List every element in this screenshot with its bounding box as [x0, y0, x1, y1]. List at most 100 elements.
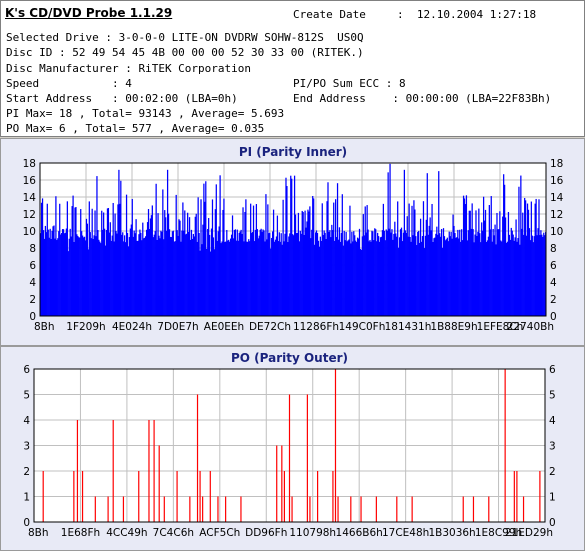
x-tick-label: 8Bh [28, 527, 49, 539]
pi-bar [525, 235, 528, 316]
pi-bar [497, 229, 499, 316]
pi-bar [242, 207, 244, 316]
pi-bar [173, 241, 175, 316]
pi-bar [239, 231, 241, 316]
po-stats: PO Max= 6 , Total= 577 , Average= 0.035 [6, 122, 265, 135]
pi-bar [319, 236, 321, 316]
pi-bar [369, 239, 371, 316]
pi-bar [191, 238, 194, 316]
pi-bar [381, 230, 384, 316]
pi-bar [477, 231, 479, 316]
pi-bar [539, 235, 541, 316]
pi-bar [58, 231, 60, 316]
pi-bar [42, 230, 45, 316]
pi-bar [225, 241, 227, 316]
pi-bar [484, 209, 487, 316]
pi-bar [192, 233, 195, 316]
pi-bar [166, 169, 169, 316]
x-tick-label: DD96Fh [245, 527, 287, 539]
pi-bar [266, 239, 268, 316]
y-tick-label-left: 3 [23, 441, 30, 453]
pi-bar [169, 236, 172, 316]
pi-bar [486, 240, 489, 316]
pi-bar [288, 236, 290, 316]
pi-bar [481, 222, 483, 316]
pi-bar [120, 180, 122, 316]
pi-bar [208, 218, 210, 316]
pi-bar [189, 239, 192, 316]
pi-bar [354, 235, 356, 316]
pi-bar [291, 178, 293, 316]
pi-bar [224, 242, 226, 316]
pi-bar [365, 232, 367, 316]
pi-bar [409, 236, 411, 316]
pi-bar [352, 241, 354, 316]
pi-bar [523, 234, 525, 316]
pi-bar [361, 236, 363, 316]
pi-bar [419, 218, 422, 316]
end-address: End Address : 00:00:00 (LBA=22F83Bh) [293, 92, 552, 105]
pi-bar [531, 235, 533, 316]
pi-bar [467, 230, 469, 316]
pi-bar [468, 210, 470, 316]
pi-bar [415, 236, 417, 316]
pi-bar [128, 237, 131, 316]
pi-bar [255, 204, 258, 316]
pi-bar [332, 230, 334, 316]
pi-bar [116, 233, 118, 316]
pi-bar [350, 243, 352, 316]
pi-bar [139, 229, 141, 316]
pi-bar [276, 215, 279, 316]
pi-bar [219, 175, 221, 316]
pi-bar [412, 235, 414, 316]
pi-bar [540, 230, 542, 316]
pi-bar [405, 232, 407, 316]
pi-bar [82, 235, 84, 316]
pi-bar [462, 195, 465, 316]
y-tick-label-left: 10 [23, 226, 36, 238]
pi-bar [315, 230, 318, 316]
pi-bar [183, 230, 185, 316]
pi-bar [249, 241, 251, 316]
y-tick-label-right: 0 [549, 517, 556, 529]
pi-bar [335, 199, 337, 316]
pi-bar [392, 239, 394, 316]
pi-bar [129, 228, 131, 316]
pi-bar [61, 229, 64, 316]
pi-bar [41, 198, 44, 316]
y-tick-label-left: 18 [23, 158, 36, 170]
pi-bar [208, 234, 211, 316]
pi-bar [167, 213, 170, 316]
pi-bar [114, 213, 116, 316]
y-tick-label-right: 1 [549, 492, 556, 504]
pi-bar [461, 229, 463, 316]
pi-bar [79, 237, 81, 316]
pi-bar [395, 233, 397, 316]
pi-bar [370, 241, 372, 316]
pi-bar [414, 209, 416, 316]
pi-bar [438, 171, 440, 316]
pi-bar [460, 241, 462, 316]
pi-bar [205, 181, 207, 316]
pi-bar [92, 239, 94, 316]
pi-bar [353, 231, 355, 316]
pi-bar [48, 237, 50, 316]
pi-bar [248, 239, 250, 316]
pi-bar [424, 235, 427, 316]
pi-bar [221, 241, 223, 316]
pi-bar [96, 176, 98, 316]
pi-bar [80, 209, 82, 316]
pi-bar [446, 237, 448, 316]
pi-bar [243, 241, 245, 316]
pi-bar [290, 175, 292, 316]
pi-stats: PI Max= 18 , Total= 93143 , Average= 5.6… [6, 107, 285, 120]
pi-bar [178, 219, 180, 316]
create-date-value: : 12.10.2004 1:27:18 [397, 8, 537, 21]
pi-bar [383, 230, 385, 316]
pi-bar [396, 236, 398, 316]
pi-bar [427, 234, 429, 316]
pi-bar [461, 240, 464, 316]
pi-bar [127, 246, 130, 316]
pi-bar [83, 236, 86, 316]
pi-bar [450, 231, 452, 316]
